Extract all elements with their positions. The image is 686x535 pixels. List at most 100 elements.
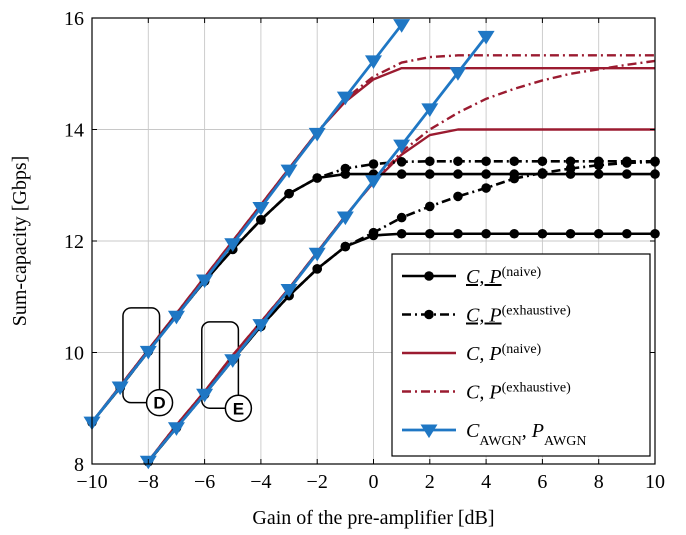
data-point <box>308 247 326 262</box>
data-point <box>396 212 407 223</box>
data-point <box>565 169 576 179</box>
x-tick-label: −4 <box>250 471 271 493</box>
annotation-box <box>122 307 161 404</box>
y-tick-label: 10 <box>64 343 84 365</box>
series-blue_B <box>139 30 495 470</box>
data-point <box>284 188 294 199</box>
data-point <box>424 271 434 281</box>
data-point <box>336 211 354 226</box>
x-tick-label: −10 <box>76 471 107 493</box>
legend-label-sup: (exhaustive) <box>502 380 572 395</box>
x-tick-label: 2 <box>425 471 435 493</box>
data-point <box>365 175 382 189</box>
annotation-circle <box>145 388 174 417</box>
data-point <box>196 388 214 403</box>
y-tick-label: 12 <box>64 231 84 253</box>
legend-label-base: C <box>466 420 480 442</box>
y-tick-label: 16 <box>64 8 84 30</box>
legend-label-sup: (naive) <box>502 342 542 357</box>
data-point <box>565 156 576 167</box>
data-point <box>481 169 491 179</box>
data-point <box>425 228 435 239</box>
data-point <box>449 67 467 81</box>
legend-label: C, P(naive) <box>466 265 542 289</box>
legend-label-sup: (naive) <box>502 265 542 280</box>
data-point <box>453 191 463 202</box>
data-point <box>365 55 382 70</box>
annotation-D: D <box>122 307 174 417</box>
data-point <box>280 283 298 298</box>
annotation-box <box>201 321 240 409</box>
annotation-label: D <box>153 394 165 413</box>
legend-entry: CAWGN, PAWGN <box>402 420 586 449</box>
legend-entry: C, P(exhaustive) <box>402 303 571 327</box>
data-point <box>622 158 632 168</box>
data-point <box>396 157 407 167</box>
legend-entry: C, P(exhaustive) <box>402 380 571 404</box>
x-tick-label: 0 <box>369 471 379 493</box>
data-point <box>393 19 411 33</box>
legend-label: CAWGN, PAWGN <box>466 420 586 449</box>
x-tick-label: 8 <box>594 471 604 493</box>
data-point <box>509 228 520 239</box>
data-point <box>167 422 185 436</box>
legend: C, P(naive)C, P(exhaustive)C, P(naive)C,… <box>391 253 651 457</box>
data-point <box>252 202 270 216</box>
data-point <box>368 230 379 241</box>
data-point <box>622 169 632 179</box>
data-point <box>593 169 604 179</box>
annotation-E: E <box>201 321 253 422</box>
data-point <box>167 310 185 325</box>
data-point <box>425 201 435 212</box>
data-point <box>424 309 434 320</box>
data-point <box>196 274 214 289</box>
data-point <box>340 169 351 179</box>
data-point <box>336 91 354 106</box>
data-point <box>481 183 491 193</box>
data-point <box>421 103 439 117</box>
data-point <box>312 264 323 274</box>
data-point <box>425 169 435 179</box>
x-tick-label: 10 <box>645 471 665 493</box>
annotation-circle <box>224 394 253 422</box>
data-point <box>453 156 463 167</box>
data-point <box>537 156 548 167</box>
legend-label-base: C, P <box>466 382 502 404</box>
x-tick-label: 4 <box>481 471 491 493</box>
series-blue_A <box>83 19 411 431</box>
legend-label-sub: AWGN <box>479 434 521 449</box>
legend-label-sup: (exhaustive) <box>502 303 572 318</box>
data-point <box>312 173 323 183</box>
series-red_dashdot_A <box>91 54 655 423</box>
data-point <box>420 424 438 439</box>
y-axis-label: Sum-capacity [Gbps] <box>9 156 31 327</box>
series-line <box>91 54 655 423</box>
x-tick-label: 6 <box>537 471 547 493</box>
data-point <box>396 169 407 179</box>
data-point <box>593 228 604 239</box>
legend-label-base: C, P <box>466 266 502 288</box>
axis-ticks: −10 −8 −6 −4 −2 0 2 4 6 8 10 8 10 12 14 16 <box>64 8 665 493</box>
legend-label-base: P <box>531 420 544 442</box>
data-point <box>340 241 351 252</box>
data-point <box>224 354 242 368</box>
data-point <box>252 319 270 333</box>
data-point <box>481 156 491 167</box>
data-point <box>453 228 463 239</box>
legend-label-base: C, P <box>466 305 502 327</box>
data-point <box>453 169 463 179</box>
data-point <box>308 127 326 142</box>
data-point <box>396 228 407 239</box>
data-point <box>425 156 435 167</box>
legend-label: C, P(naive) <box>466 342 542 366</box>
legend-entry: C, P(naive) <box>402 342 542 366</box>
legend-box <box>391 253 651 457</box>
legend-label: C, P(exhaustive) <box>466 303 571 327</box>
series-layer <box>83 19 660 470</box>
legend-entry: C, P(naive) <box>402 265 542 289</box>
x-tick-label: −8 <box>138 471 159 493</box>
series-line <box>90 23 403 424</box>
y-tick-label: 14 <box>64 120 84 142</box>
data-point <box>139 345 157 360</box>
